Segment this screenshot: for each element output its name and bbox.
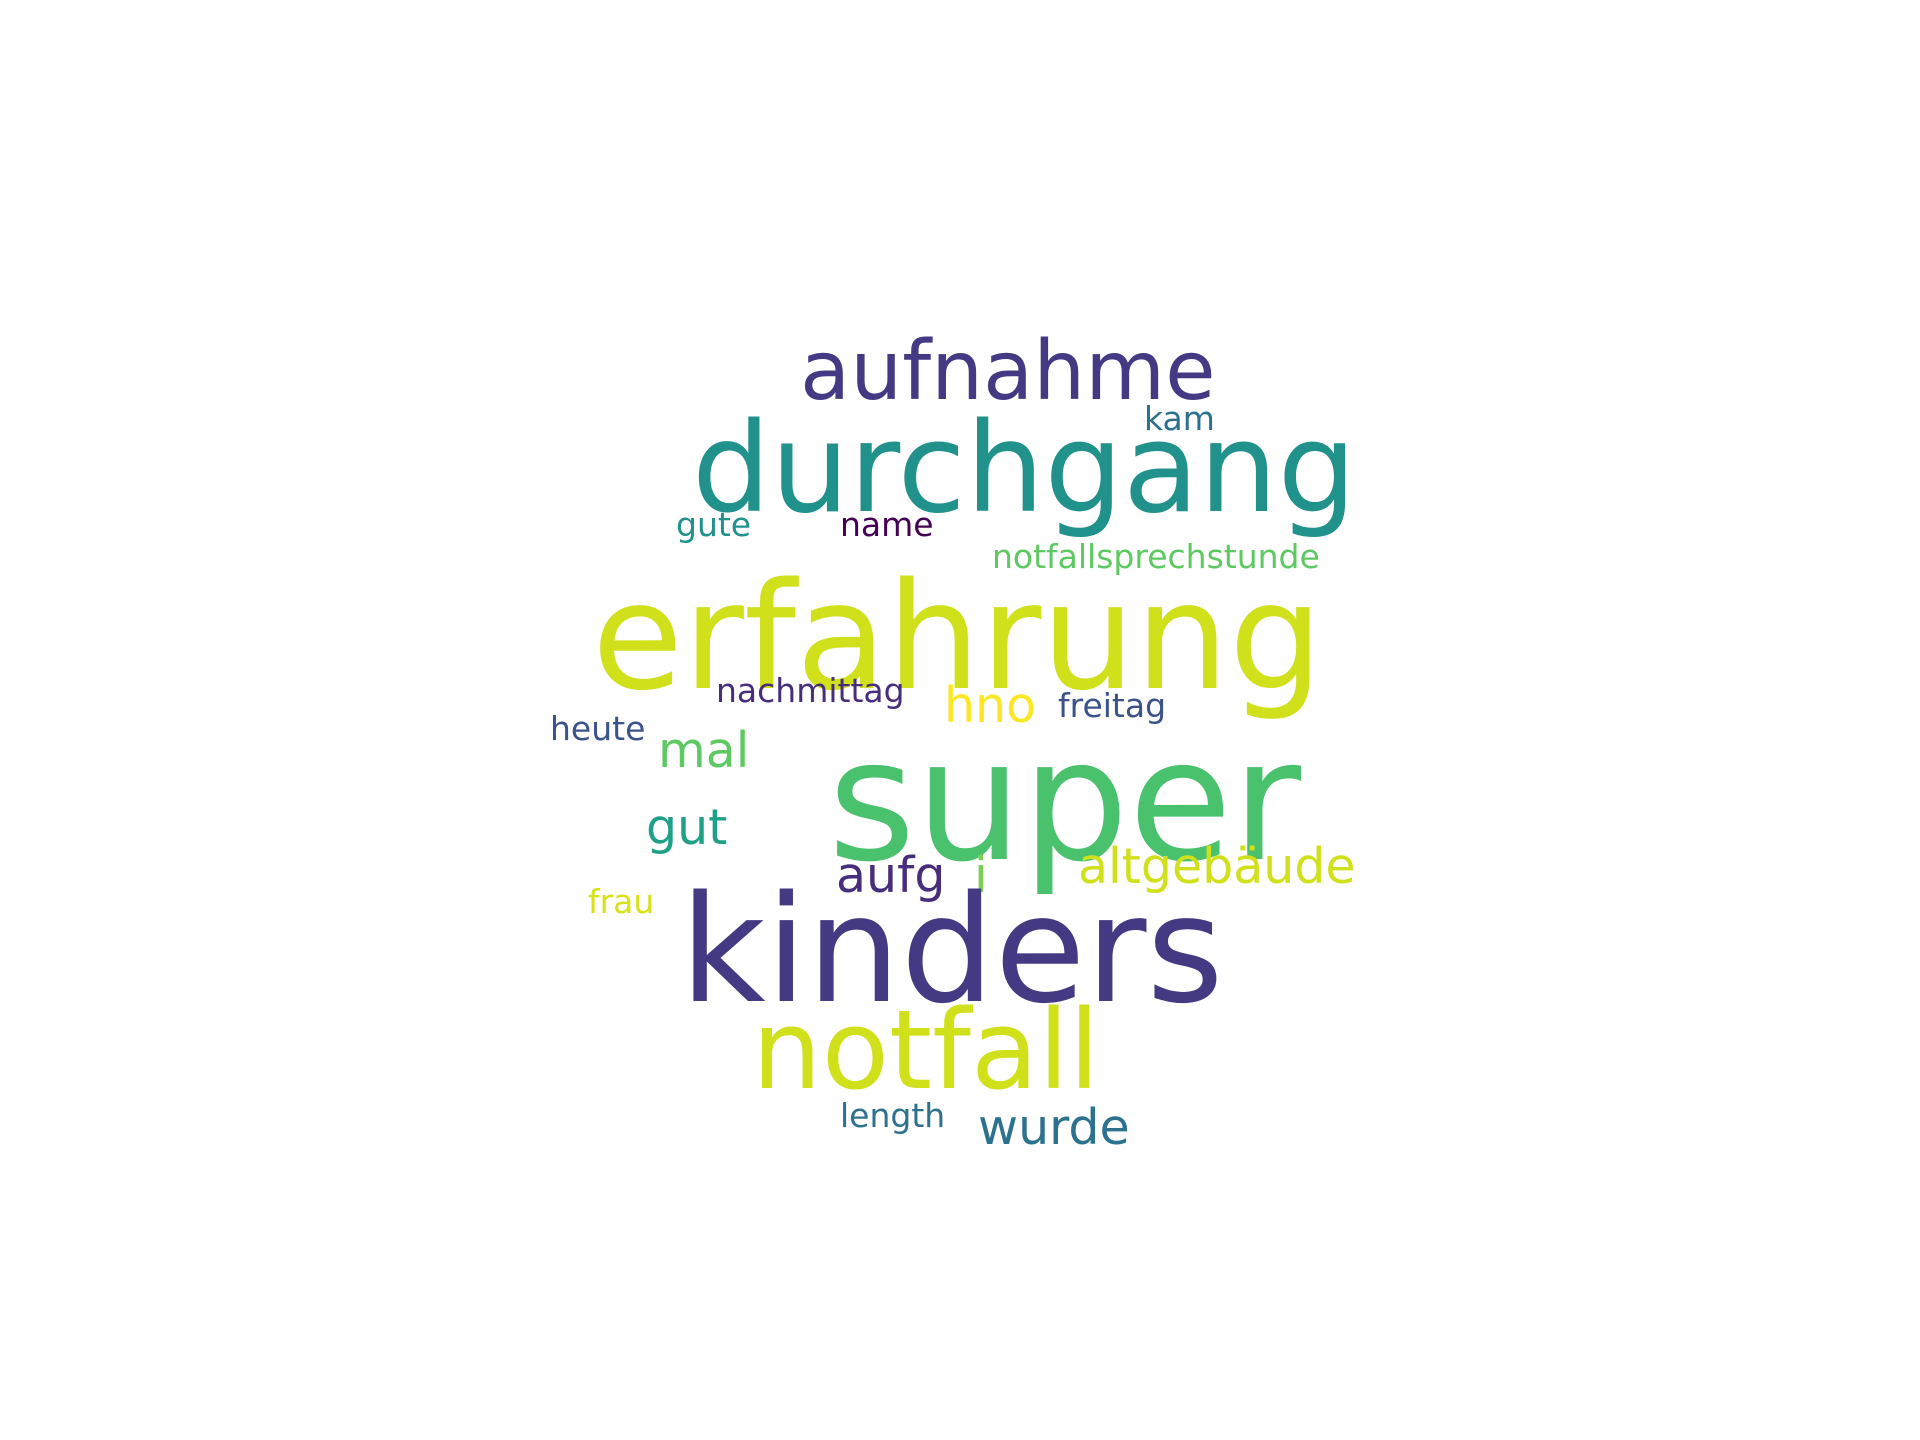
word-wurde: wurde: [978, 1099, 1130, 1156]
word-name: name: [840, 505, 934, 544]
word-erfahrung: erfahrung: [592, 551, 1323, 723]
word-super: super: [828, 703, 1302, 899]
word-mal: mal: [658, 722, 750, 779]
word-aufg: aufg: [836, 847, 946, 904]
word-kinders: kinders: [680, 864, 1224, 1036]
word-notfall: notfall: [752, 986, 1100, 1114]
word-gut: gut: [646, 799, 728, 856]
word-nachmittag: nachmittag: [716, 671, 905, 710]
word-durchgang: durchgang: [692, 397, 1357, 541]
word-hno: hno: [944, 677, 1037, 734]
word-altgebaeude: altgebäude: [1078, 838, 1356, 895]
word-gute: gute: [676, 505, 752, 544]
word-frau: frau: [588, 882, 655, 921]
word-aufnahme: aufnahme: [800, 324, 1216, 419]
word-kam: kam: [1144, 399, 1215, 438]
word-notfallsprechstunde: notfallsprechstunde: [992, 537, 1320, 576]
word-freitag: freitag: [1058, 686, 1167, 725]
word-i: i: [974, 847, 988, 904]
word-length: length: [840, 1096, 946, 1135]
word-heute: heute: [550, 709, 646, 748]
